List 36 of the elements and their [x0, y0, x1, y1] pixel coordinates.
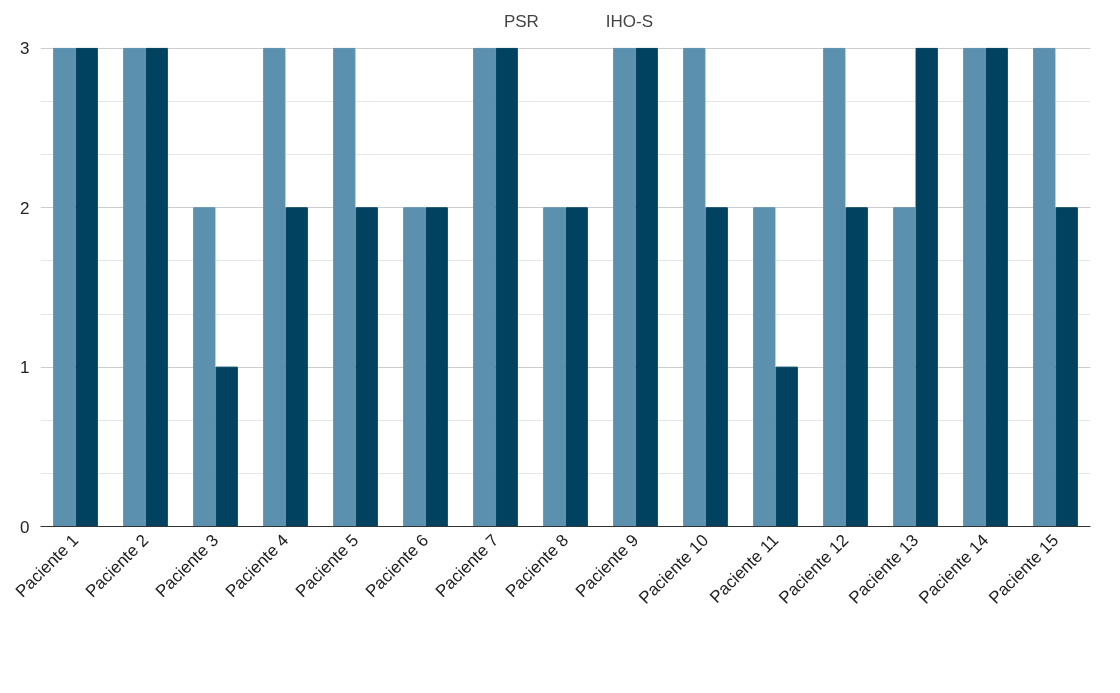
bar [1033, 47, 1056, 527]
bar [845, 207, 868, 527]
bar [705, 207, 728, 527]
bar [215, 366, 238, 527]
series-label: IHO-S [605, 11, 654, 33]
bar [823, 47, 846, 527]
bar [75, 47, 98, 527]
bar [683, 47, 706, 527]
bar [355, 207, 378, 527]
y-tick-label: 0 [20, 517, 30, 537]
bar [635, 47, 658, 527]
bar [985, 47, 1008, 527]
bar [53, 47, 76, 527]
bar [263, 47, 286, 527]
bar [613, 47, 636, 527]
bar [123, 47, 146, 527]
bar [145, 47, 168, 527]
bar [775, 366, 798, 527]
bar [425, 207, 448, 527]
bar [543, 207, 566, 527]
bar [403, 207, 426, 527]
bar [893, 207, 916, 527]
bar [753, 207, 776, 527]
bar [193, 207, 216, 527]
y-tick-label: 1 [20, 358, 30, 378]
bar [285, 207, 308, 527]
bar [565, 207, 588, 527]
bar [963, 47, 986, 527]
bar [1055, 207, 1078, 527]
series-label: PSR [503, 11, 539, 33]
y-tick-label: 3 [20, 39, 30, 59]
bar [333, 47, 356, 527]
bar [915, 47, 938, 527]
bar [473, 47, 496, 527]
y-tick-label: 2 [20, 198, 30, 218]
bar [495, 47, 518, 527]
